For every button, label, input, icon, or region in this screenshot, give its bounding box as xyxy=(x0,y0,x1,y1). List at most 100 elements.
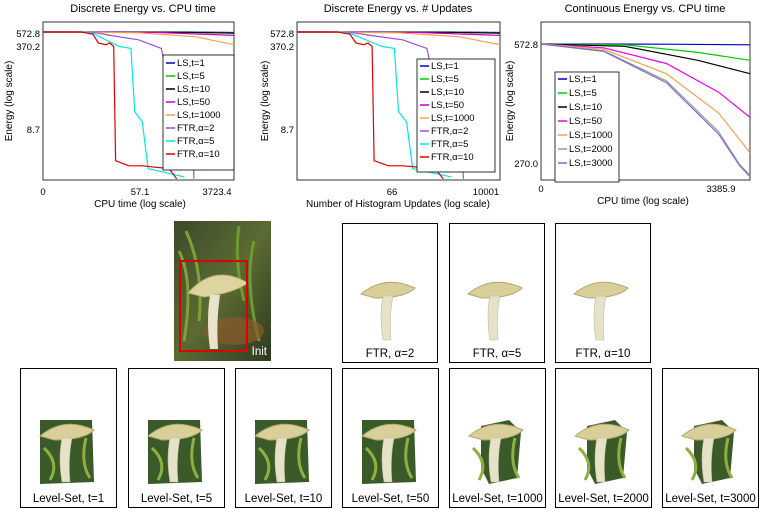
mushroom-stem xyxy=(594,437,607,483)
chart3-title: Continuous Energy vs. CPU time xyxy=(565,3,726,15)
level-set-panel-3: Level-Set, t=50 xyxy=(342,368,439,508)
panel-caption: Level-Set, t=5 xyxy=(140,493,213,505)
chart1-xtick-0: 0 xyxy=(40,187,45,198)
chart1-title: Discrete Energy vs. CPU time xyxy=(70,3,215,15)
level-set-panel-5: Level-Set, t=2000 xyxy=(555,368,652,508)
panel-caption: Level-Set, t=1000 xyxy=(452,493,543,505)
chart3-line-6 xyxy=(540,43,751,178)
chart2-legend-label-5: FTR,α=2 xyxy=(431,126,468,137)
chart2-xlabel: Number of Histogram Updates (log scale) xyxy=(306,199,490,210)
level-set-panel-0: Level-Set, t=1 xyxy=(20,368,117,508)
segmentation-result-image xyxy=(146,420,203,485)
mushroom-cap xyxy=(572,281,629,299)
mushroom-cap xyxy=(466,281,523,299)
chart3-legend-label-2: LS,t=10 xyxy=(569,102,602,113)
chart2-title: Discrete Energy vs. # Updates xyxy=(324,3,473,15)
mushroom-stem xyxy=(701,437,714,483)
chart-discrete-energy-updates: Discrete Energy vs. # Updates 572.8 370.… xyxy=(260,3,501,210)
mushroom-stem xyxy=(208,295,220,349)
chart3-legend-label-3: LS,t=50 xyxy=(569,116,602,127)
fern-remnant xyxy=(150,437,199,481)
panel-caption: FTR, α=2 xyxy=(365,348,415,360)
ftr-panel-0: FTR, α=2 xyxy=(342,223,438,363)
segmentation-result-image xyxy=(360,420,417,485)
chart3-line-3 xyxy=(540,43,751,118)
chart1-xlabel: CPU time (log scale) xyxy=(94,199,186,210)
segmentation-result-image xyxy=(572,281,629,341)
mushroom-stem xyxy=(380,295,394,341)
chart3-xlabel: CPU time (log scale) xyxy=(597,196,689,207)
chart2-xtick-0: 66 xyxy=(387,187,398,198)
panel-caption: Level-Set, t=50 xyxy=(351,493,430,505)
chart2-legend: LS,t=1 LS,t=5 LS,t=10 LS,t=50 LS,t=1000 FTR,α… xyxy=(416,58,496,173)
chart3-series xyxy=(540,43,751,178)
chart1-line-7 xyxy=(43,31,178,180)
level-set-panel-1: Level-Set, t=5 xyxy=(128,368,225,508)
chart1-ylabel: Energy (log scale) xyxy=(4,61,15,142)
panel-caption: Level-Set, t=2000 xyxy=(558,493,649,505)
chart2-xtick-1: 10001 xyxy=(473,187,499,198)
chart3-ytick-1: 270.0 xyxy=(514,159,538,170)
mushroom-cap xyxy=(359,281,416,299)
segmentation-result-image xyxy=(253,420,310,485)
init-image-panel: Init xyxy=(174,221,271,361)
segmentation-result-image xyxy=(573,420,630,485)
chart-discrete-energy-cpu: Discrete Energy vs. CPU time 572.8 370.2… xyxy=(4,3,235,210)
mushroom-stem xyxy=(593,295,607,341)
chart2-legend-label-4: LS,t=1000 xyxy=(431,113,475,124)
mushroom-stem xyxy=(488,437,501,483)
charts-area: Discrete Energy vs. CPU time 572.8 370.2… xyxy=(4,3,751,210)
chart1-xtick-1: 57.1 xyxy=(131,187,150,198)
chart3-legend-label-4: LS,t=1000 xyxy=(569,130,613,141)
mushroom-stem xyxy=(487,295,501,341)
leaf-litter xyxy=(204,317,264,345)
chart2-legend-label-1: LS,t=5 xyxy=(431,74,459,85)
chart2-ytick-0: 572.8 xyxy=(270,29,294,40)
fern-remnant xyxy=(42,437,91,481)
chart2-ylabel: Energy (log scale) xyxy=(260,61,271,142)
fern-remnant xyxy=(471,437,520,481)
chart2-legend-label-7: FTR,α=10 xyxy=(431,152,474,163)
chart3-ytick-0: 572.8 xyxy=(514,40,538,51)
chart1-legend-label-0: LS,t=1 xyxy=(177,58,205,69)
chart1-legend: LS,t=1 LS,t=5 LS,t=10 LS,t=50 LS,t=1000 FTR,α… xyxy=(162,54,235,171)
chart1-legend-label-5: FTR,α=2 xyxy=(177,123,214,134)
chart-continuous-energy-cpu: Continuous Energy vs. CPU time 572.8 270… xyxy=(505,3,751,207)
fern-remnant xyxy=(364,437,413,481)
chart3-line-1 xyxy=(540,43,751,61)
level-set-panel-2: Level-Set, t=10 xyxy=(235,368,332,508)
chart3-legend-label-0: LS,t=1 xyxy=(569,74,597,85)
panel-caption: Level-Set, t=1 xyxy=(32,493,105,505)
ftr-panel-2: FTR, α=10 xyxy=(555,223,651,363)
segmentation-result-image xyxy=(359,281,416,341)
mushroom-stem xyxy=(167,437,180,483)
fern-remnant xyxy=(577,437,626,481)
chart3-xtick-0: 0 xyxy=(538,184,543,195)
chart1-legend-box xyxy=(162,54,235,171)
chart3-line-2 xyxy=(540,43,751,75)
mushroom-stem xyxy=(381,437,394,483)
chart1-ytick-1: 370.2 xyxy=(16,42,40,53)
chart3-legend-label-6: LS,t=3000 xyxy=(569,158,613,169)
init-box xyxy=(179,260,248,352)
panel-caption: FTR, α=5 xyxy=(472,348,522,360)
init-image xyxy=(174,221,271,361)
chart1-legend-label-1: LS,t=5 xyxy=(177,71,205,82)
panel-caption: Level-Set, t=10 xyxy=(244,493,323,505)
chart2-legend-label-2: LS,t=10 xyxy=(431,87,464,98)
chart3-line-4 xyxy=(540,43,751,154)
chart1-legend-label-6: FTR,α=5 xyxy=(177,136,214,147)
ftr-panel-1: FTR, α=5 xyxy=(449,223,545,363)
chart3-xtick-1: 3385.9 xyxy=(706,184,735,195)
chart1-ytick-0: 572.8 xyxy=(16,29,40,40)
chart3-legend-label-5: LS,t=2000 xyxy=(569,144,613,155)
chart1-ytick-2: 8.7 xyxy=(27,125,40,136)
chart2-legend-box xyxy=(416,58,496,173)
chart3-ylabel: Energy (log scale) xyxy=(505,61,516,142)
panel-caption: FTR, α=10 xyxy=(575,348,631,360)
chart2-ytick-1: 370.2 xyxy=(270,42,294,53)
chart2-legend-label-0: LS,t=1 xyxy=(431,61,459,72)
segmentation-result-image xyxy=(38,420,95,485)
init-label: Init xyxy=(251,346,267,358)
segmentation-result-image xyxy=(467,420,524,485)
